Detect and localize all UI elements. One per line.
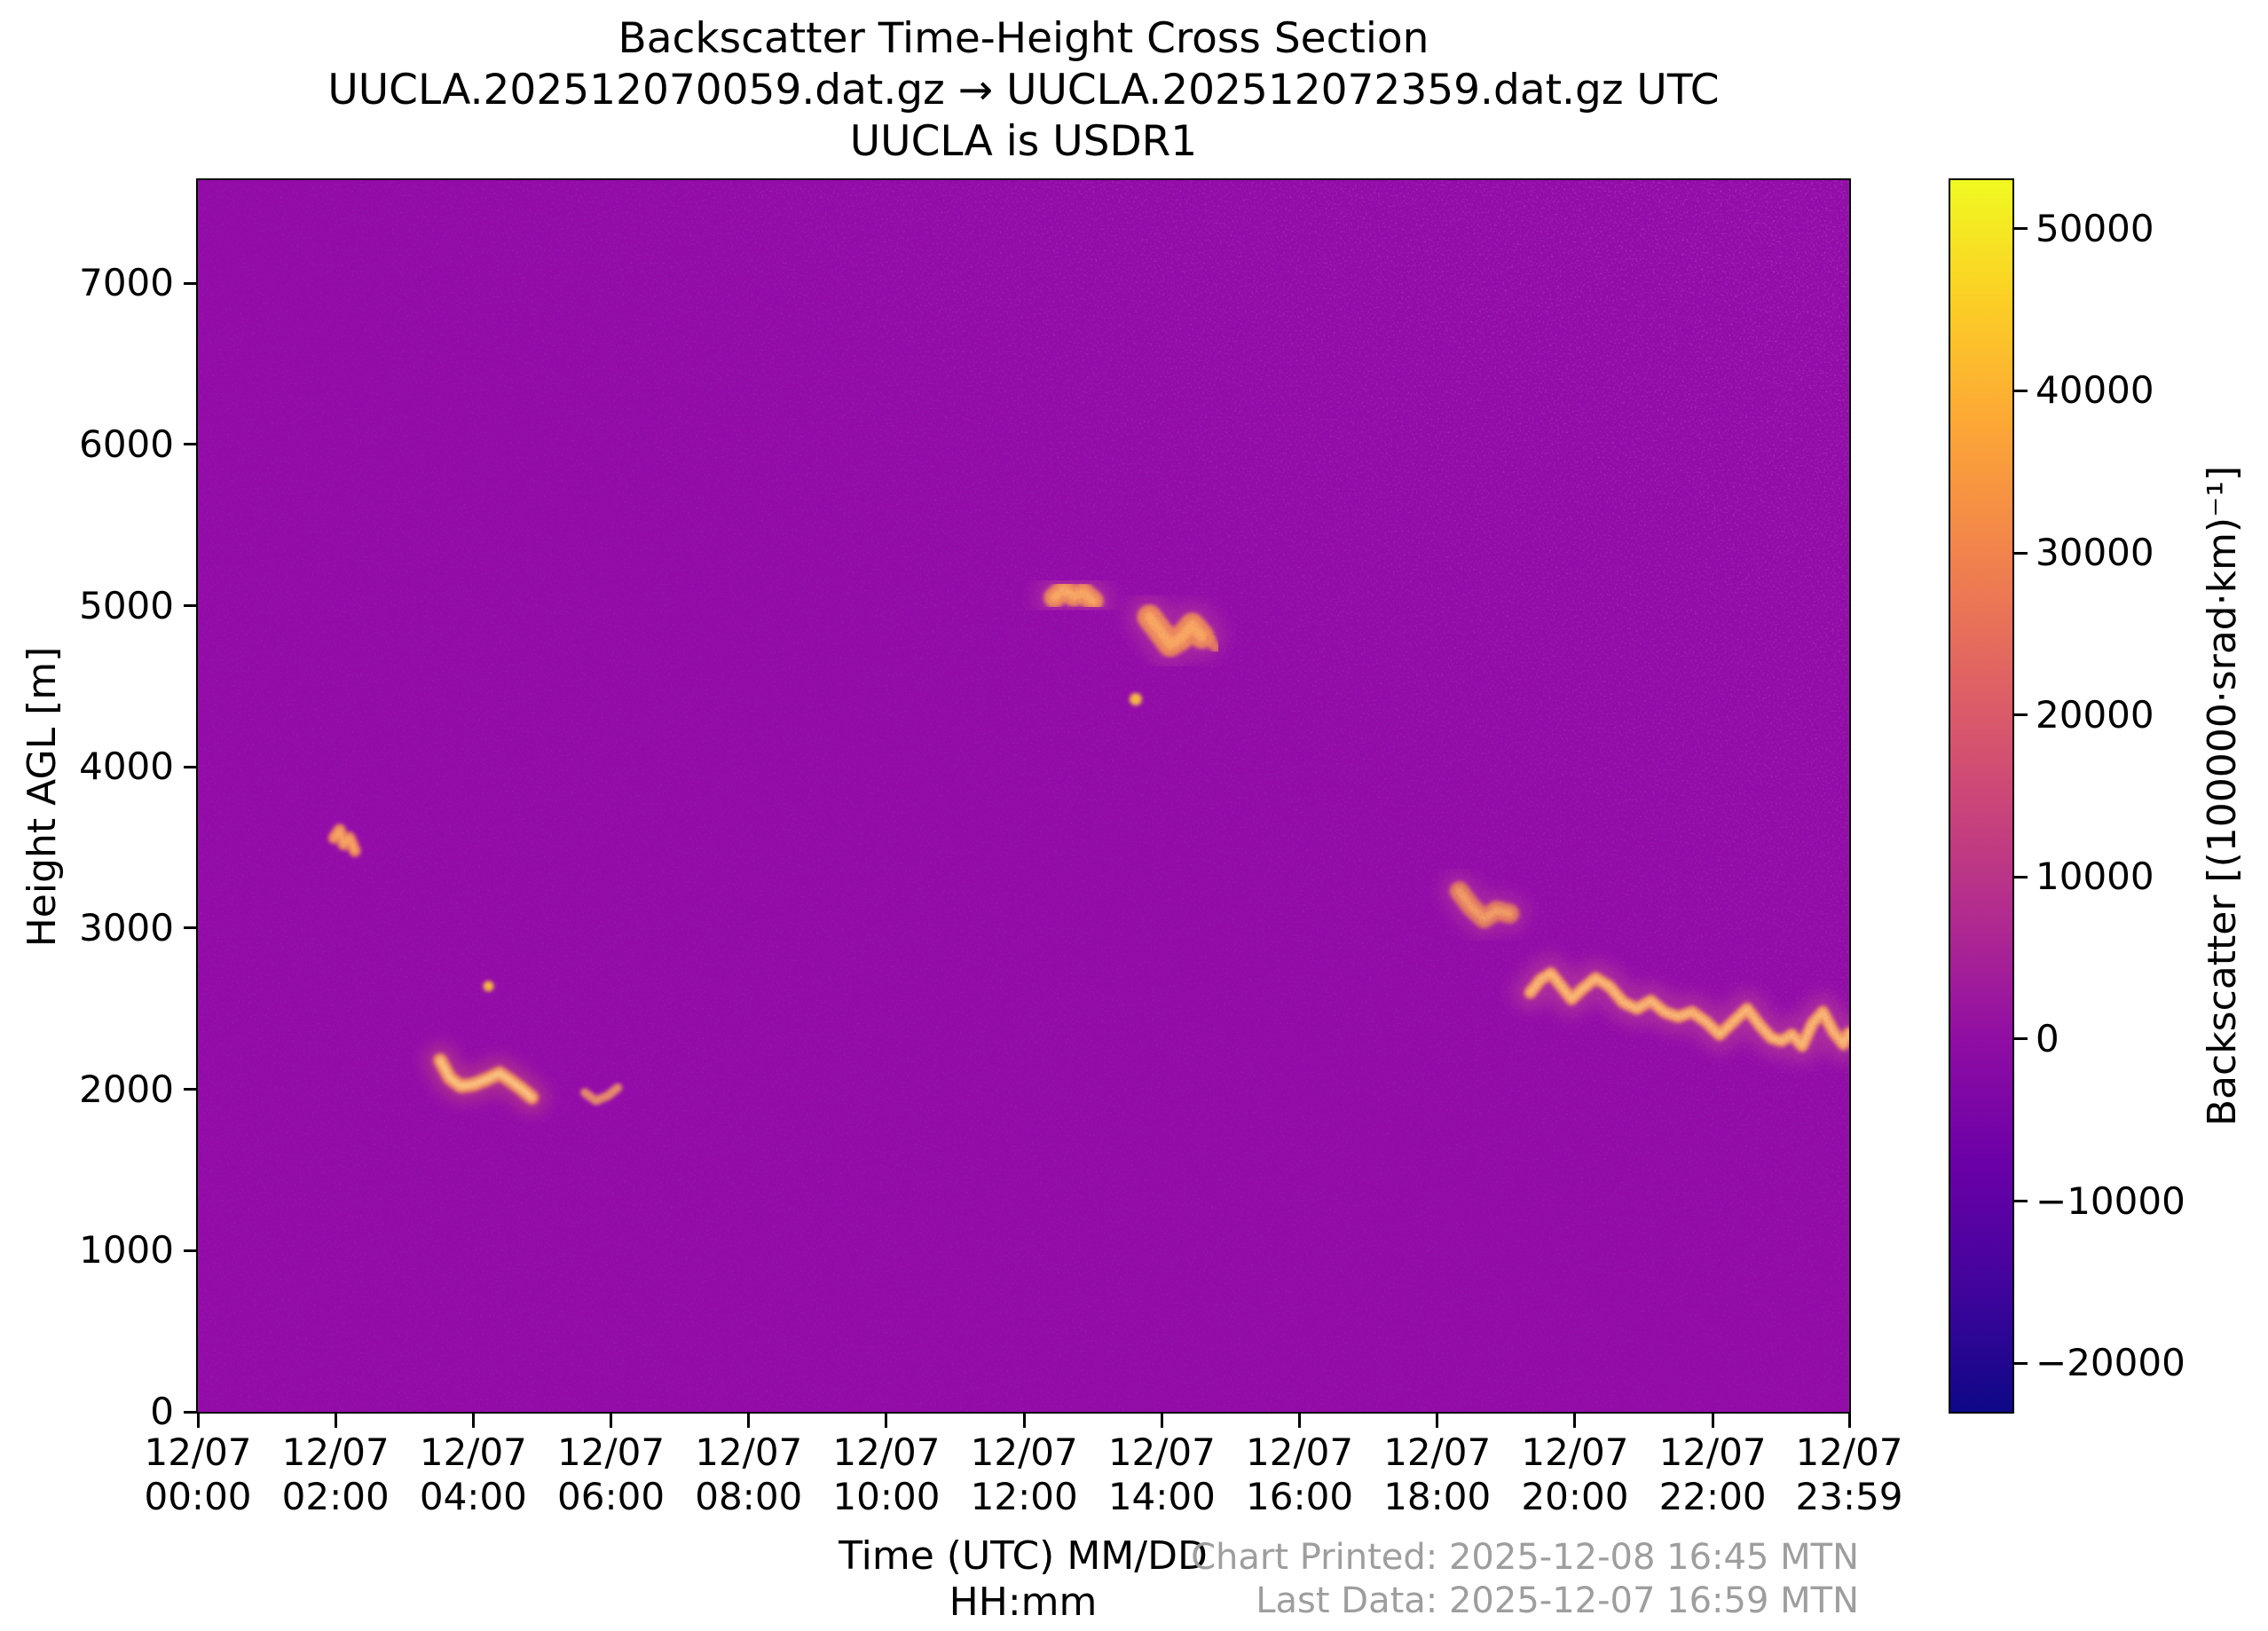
y-tick-mark (184, 1249, 198, 1252)
colorbar-tick-label: 20000 (2036, 692, 2154, 737)
x-tick-mark (1573, 1414, 1577, 1428)
colorbar-tick-mark (2014, 875, 2028, 879)
x-tick-mark (610, 1414, 613, 1428)
colorbar-tick-label: 50000 (2036, 206, 2154, 250)
y-tick-mark (184, 443, 198, 446)
y-tick-mark (184, 604, 198, 608)
x-tick-label: 12/07 02:00 (281, 1430, 390, 1518)
chart-title: Backscatter Time-Height Cross Section (618, 14, 1429, 63)
x-tick-label: 12/07 18:00 (1383, 1430, 1492, 1518)
colorbar-tick-mark (2014, 389, 2028, 392)
y-tick-label: 0 (150, 1390, 174, 1433)
colorbar-tick-label: 0 (2036, 1016, 2059, 1060)
x-tick-label: 12/07 16:00 (1246, 1430, 1354, 1518)
y-tick-label: 3000 (79, 905, 174, 949)
x-tick-mark (196, 1414, 200, 1428)
x-tick-mark (334, 1414, 337, 1428)
x-tick-label: 12/07 20:00 (1521, 1430, 1629, 1518)
heatmap-plot-area (195, 177, 1851, 1414)
y-tick-mark (184, 926, 198, 930)
footer-timestamps: Chart Printed: 2025-12-08 16:45 MTN Last… (972, 1536, 1859, 1623)
signal-noise-top-right (197, 179, 1849, 1412)
colorbar-tick-mark (2014, 1361, 2028, 1365)
x-tick-label: 12/07 10:00 (832, 1430, 941, 1518)
last-data-timestamp: Last Data: 2025-12-07 16:59 MTN (1256, 1580, 1859, 1621)
chart-subtitle-station: UUCLA is USDR1 (849, 117, 1198, 166)
chart-printed-timestamp: Chart Printed: 2025-12-08 16:45 MTN (1191, 1537, 1859, 1578)
y-tick-label: 5000 (79, 583, 174, 627)
colorbar (1948, 177, 2014, 1414)
colorbar-tick-mark (2014, 1037, 2028, 1041)
x-axis-label: Time (UTC) MM/DD HH:mm (579, 1533, 1467, 1626)
x-tick-mark (1847, 1414, 1851, 1428)
backscatter-heatmap (197, 179, 1849, 1412)
x-tick-label: 12/07 14:00 (1107, 1430, 1216, 1518)
x-tick-label: 12/07 23:59 (1795, 1430, 1903, 1518)
x-tick-label: 12/07 04:00 (419, 1430, 527, 1518)
y-tick-mark (184, 1088, 198, 1091)
x-tick-label: 12/07 00:00 (144, 1430, 252, 1518)
x-tick-mark (1436, 1414, 1439, 1428)
x-tick-label: 12/07 12:00 (970, 1430, 1078, 1518)
chart-subtitle-files: UUCLA.202512070059.dat.gz → UUCLA.202512… (327, 66, 1720, 114)
colorbar-tick-label: 30000 (2036, 531, 2154, 575)
x-tick-mark (1711, 1414, 1714, 1428)
colorbar-label: Backscatter [(100000·srad·km)⁻¹] (2200, 465, 2245, 1127)
x-tick-mark (885, 1414, 888, 1428)
colorbar-tick-label: −20000 (2036, 1341, 2185, 1385)
x-tick-label: 12/07 08:00 (695, 1430, 803, 1518)
colorbar-tick-label: 40000 (2036, 368, 2154, 413)
colorbar-tick-mark (2014, 551, 2028, 555)
y-tick-mark (184, 765, 198, 768)
x-axis-label-line1: Time (UTC) MM/DD (839, 1533, 1208, 1579)
y-tick-mark (184, 281, 198, 285)
x-tick-mark (1160, 1414, 1163, 1428)
x-tick-label: 12/07 06:00 (557, 1430, 665, 1518)
colorbar-tick-label: 10000 (2036, 855, 2154, 899)
x-tick-mark (471, 1414, 475, 1428)
y-tick-mark (184, 1410, 198, 1414)
colorbar-tick-label: −10000 (2036, 1178, 2185, 1223)
x-tick-mark (1298, 1414, 1302, 1428)
colorbar-tick-mark (2014, 227, 2028, 231)
x-axis-label-line2: HH:mm (949, 1580, 1098, 1625)
y-tick-label: 2000 (79, 1067, 174, 1111)
y-tick-label: 4000 (79, 745, 174, 789)
y-tick-label: 1000 (79, 1228, 174, 1272)
y-tick-label: 7000 (79, 261, 174, 305)
colorbar-tick-mark (2014, 1200, 2028, 1203)
x-tick-mark (1022, 1414, 1026, 1428)
y-tick-label: 6000 (79, 422, 174, 466)
x-tick-mark (747, 1414, 751, 1428)
colorbar-tick-mark (2014, 713, 2028, 717)
x-tick-label: 12/07 22:00 (1658, 1430, 1767, 1518)
